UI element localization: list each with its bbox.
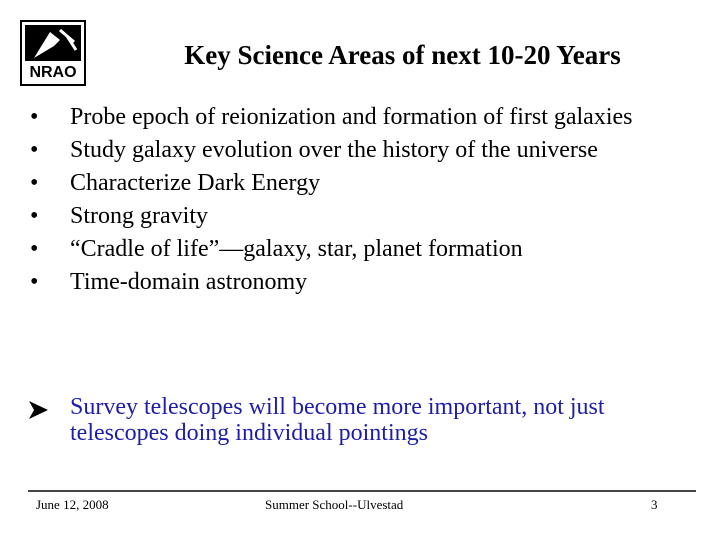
conclusion: Survey telescopes will become more impor… — [70, 394, 605, 446]
arrow-bullet — [29, 401, 48, 419]
bullet: Probe epoch of reionization and formatio… — [28, 104, 650, 130]
page-number: 3 — [651, 497, 658, 512]
bullet: Study galaxy evolution over the history … — [28, 137, 650, 163]
bullet: Time-domain astronomy — [28, 269, 650, 295]
bullet: Strong gravity — [28, 203, 650, 229]
bullet: Characterize Dark Energy — [28, 170, 650, 196]
footer-rule — [28, 490, 696, 492]
footer-center: Summer School--Ulvestad — [265, 497, 404, 512]
bullet: “Cradle of life”—galaxy, star, planet fo… — [28, 236, 650, 262]
logo-text: NRAO — [29, 64, 76, 81]
slide-title: Key Science Areas of next 10-20 Years — [184, 40, 621, 70]
logo: NRAO — [20, 20, 86, 86]
bullet-list: Probe epoch of reionization and formatio… — [28, 104, 650, 302]
footer-date: June 12, 2008 — [36, 497, 109, 512]
